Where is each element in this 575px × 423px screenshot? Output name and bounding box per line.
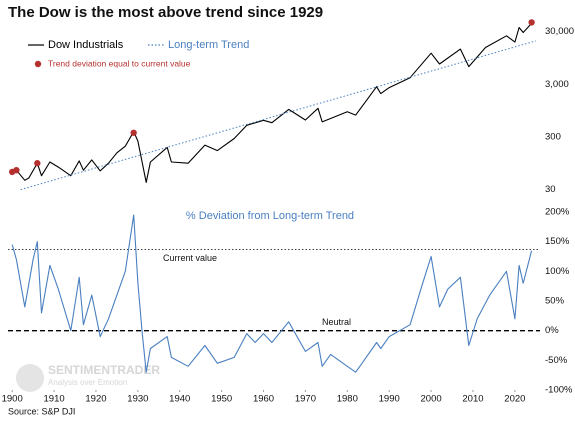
marker: [13, 166, 20, 174]
x-tick-label: 2010: [462, 394, 483, 405]
legend-marker: [34, 60, 42, 68]
x-tick-label: 1940: [169, 394, 190, 405]
series-line: [11, 214, 533, 373]
x-tick-label: 2020: [504, 394, 525, 405]
y-tick-label: 100%: [545, 266, 570, 277]
y-tick-label: -50%: [545, 355, 568, 366]
x-tick-label: 1990: [379, 394, 400, 405]
series-line: [11, 23, 533, 183]
watermark-tagline: Analysis over Emotion: [48, 378, 127, 387]
y-tick-label: 30,000: [545, 26, 574, 37]
y-tick-label: 30: [545, 184, 556, 195]
marker: [130, 129, 137, 136]
marker: [34, 160, 41, 167]
x-tick-label: 1950: [211, 394, 232, 405]
panel-title: % Deviation from Long-term Trend: [186, 210, 354, 222]
x-tick-label: 1970: [295, 394, 316, 405]
legend-label: Long-term Trend: [168, 39, 249, 51]
legend-label: Dow Industrials: [48, 39, 124, 51]
y-tick-label: 150%: [545, 236, 570, 247]
chart-title: The Dow is the most above trend since 19…: [8, 4, 323, 21]
y-tick-label: 3,000: [545, 79, 569, 90]
watermark-logo: [16, 364, 44, 392]
y-tick-label: 50%: [545, 296, 565, 307]
x-tick-label: 1960: [253, 394, 274, 405]
x-tick-label: 2000: [421, 394, 442, 405]
x-tick-label: 1900: [2, 394, 23, 405]
legend-label: Trend deviation equal to current value: [48, 58, 191, 68]
y-tick-label: -100%: [545, 385, 573, 396]
y-tick-label: 0%: [545, 325, 559, 336]
watermark: SENTIMENTRADER: [48, 363, 160, 377]
y-tick-label: 200%: [545, 207, 570, 218]
reference-label: Current value: [163, 253, 217, 263]
marker: [528, 19, 535, 26]
x-tick-label: 1920: [85, 394, 106, 405]
reference-label: Neutral: [322, 317, 351, 327]
y-tick-label: 300: [545, 131, 561, 142]
x-tick-label: 1930: [127, 394, 148, 405]
x-tick-label: 1910: [44, 394, 65, 405]
x-tick-label: 1980: [337, 394, 358, 405]
source: Source: S&P DJI: [8, 406, 75, 416]
